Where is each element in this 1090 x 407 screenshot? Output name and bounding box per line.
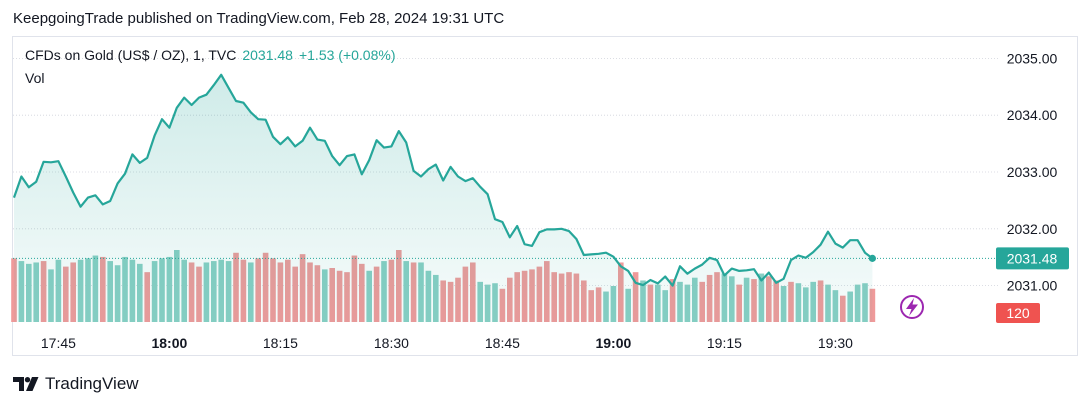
x-tick-label: 19:30 bbox=[818, 335, 853, 351]
legend-volume-label: Vol bbox=[25, 70, 45, 86]
chart-frame bbox=[12, 36, 1078, 356]
last-volume-tag-label: 120 bbox=[1006, 305, 1030, 321]
y-tick-label: 2035.00 bbox=[1007, 50, 1058, 66]
lightning-bolt-glyph bbox=[906, 298, 918, 316]
tradingview-logo-text: TradingView bbox=[45, 374, 139, 393]
x-tick-label: 18:15 bbox=[263, 335, 298, 351]
legend-symbol: CFDs on Gold (US$ / OZ), 1, TVC bbox=[25, 47, 237, 63]
legend-change: +1.53 (+0.08%) bbox=[298, 47, 396, 63]
chart-legend: CFDs on Gold (US$ / OZ), 1, TVC 2031.48 +1… bbox=[25, 47, 395, 63]
y-tick-label: 2032.00 bbox=[1007, 221, 1058, 237]
x-tick-label: 18:45 bbox=[485, 335, 520, 351]
x-tick-label: 19:00 bbox=[595, 335, 631, 351]
last-price-tag-label: 2031.48 bbox=[1007, 250, 1058, 266]
x-tick-label: 17:45 bbox=[41, 335, 76, 351]
x-tick-label: 18:00 bbox=[151, 335, 187, 351]
x-tick-label: 18:30 bbox=[374, 335, 409, 351]
tradingview-logo[interactable]: TradingView bbox=[13, 374, 139, 394]
price-area bbox=[14, 74, 873, 322]
last-volume-tag bbox=[996, 303, 1040, 323]
legend-last-price: 2031.48 bbox=[242, 47, 293, 63]
last-price-marker bbox=[868, 254, 877, 262]
x-tick-label: 19:15 bbox=[707, 335, 742, 351]
y-tick-label: 2033.00 bbox=[1007, 164, 1058, 180]
y-tick-label: 2031.00 bbox=[1007, 278, 1058, 294]
price-line bbox=[12, 73, 874, 287]
published-caption: KeepgoingTrade published on TradingView.… bbox=[13, 10, 505, 27]
last-price-tag bbox=[996, 247, 1069, 270]
tradingview-logo-icon bbox=[13, 377, 39, 391]
y-tick-label: 2034.00 bbox=[1007, 107, 1058, 123]
